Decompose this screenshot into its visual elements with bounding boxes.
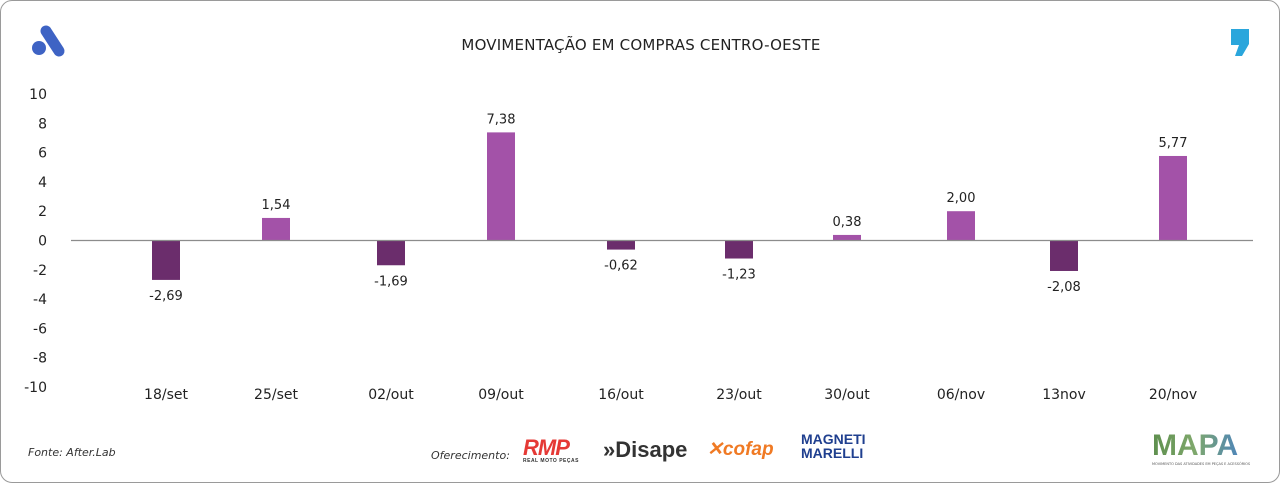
data-label: 5,77 (1159, 136, 1188, 151)
x-tick-label: 16/out (598, 387, 644, 403)
sponsor-label: Oferecimento: (431, 449, 510, 462)
data-label: -2,69 (149, 289, 183, 304)
cofap-logo: ✕cofap (707, 439, 774, 460)
mapa-logo: MAPA (1152, 429, 1239, 462)
x-tick-label: 30/out (824, 387, 870, 403)
data-label: 0,38 (833, 215, 862, 230)
y-tick-label: 8 (38, 116, 47, 132)
bar (487, 132, 515, 241)
y-tick-label: -2 (33, 263, 47, 279)
y-tick-label: -6 (33, 321, 47, 337)
bar (152, 240, 180, 280)
bar (377, 240, 405, 266)
data-label: 2,00 (947, 191, 976, 206)
source-note: Fonte: After.Lab (28, 446, 116, 459)
bar-chart: 10 8 6 4 2 0 -2 -4 -6 -8 -10 -2,69 18/set 1,54 25/set -… (24, 87, 1253, 403)
x-tick-label: 25/set (254, 387, 298, 403)
y-tick-label: 6 (38, 146, 47, 162)
disape-logo: »Disape (603, 437, 688, 462)
y-tick-label: 0 (38, 234, 47, 250)
bar (1050, 240, 1078, 271)
data-label: 7,38 (487, 112, 516, 127)
y-tick-label: 4 (38, 175, 47, 191)
rmp-logo: RMP REAL MOTO PEÇAS (523, 435, 579, 464)
logo-a-icon (32, 25, 65, 57)
magneti-marelli-logo: MAGNETI MARELLI (801, 431, 866, 461)
x-tick-label: 06/nov (937, 387, 985, 403)
bar (947, 211, 975, 241)
y-tick-label: -8 (33, 351, 47, 367)
data-label: -0,62 (604, 259, 638, 274)
y-tick-label: 10 (29, 87, 47, 103)
x-tick-label: 09/out (478, 387, 524, 403)
y-tick-label: -4 (33, 292, 47, 308)
y-tick-label: -10 (24, 380, 47, 396)
x-tick-label: 23/out (716, 387, 762, 403)
mapa-tagline: MOVIMENTO DAS ATIVIDADES EM PEÇAS E ACES… (1152, 462, 1251, 466)
data-label: 1,54 (262, 198, 291, 213)
bar (1159, 155, 1187, 241)
x-tick-label: 18/set (144, 387, 188, 403)
bar (725, 240, 753, 259)
data-label: -1,69 (374, 274, 408, 289)
data-label: -1,23 (722, 268, 756, 283)
chart-title: MOVIMENTAÇÃO EM COMPRAS CENTRO-OESTE (461, 36, 821, 54)
x-tick-label: 02/out (368, 387, 414, 403)
data-label: -2,08 (1047, 280, 1081, 295)
y-tick-label: 2 (38, 204, 47, 220)
x-tick-label: 13nov (1042, 387, 1086, 403)
x-tick-label: 20/nov (1149, 387, 1197, 403)
bar (607, 240, 635, 250)
comma-logo-icon (1231, 29, 1249, 56)
bar (833, 234, 861, 241)
bar (262, 217, 290, 241)
